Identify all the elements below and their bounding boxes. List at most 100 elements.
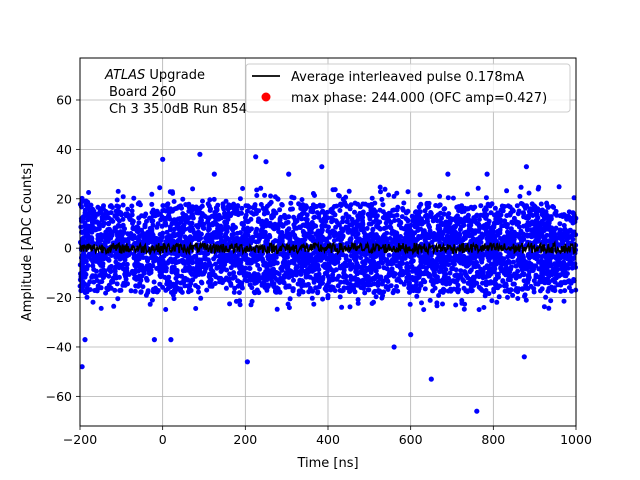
scatter-point [287,268,293,274]
scatter-point [175,285,181,291]
scatter-point [485,201,491,207]
scatter-point [385,279,391,284]
scatter-point [421,233,427,239]
scatter-point [243,212,249,218]
scatter-point [163,268,169,274]
scatter-point [369,301,375,306]
scatter-point [562,273,568,279]
scatter-point [324,239,330,245]
scatter-point [465,191,470,197]
scatter-point [114,197,120,203]
scatter-point [503,288,509,294]
scatter-point [197,260,203,266]
scatter-point [422,279,428,285]
scatter-point [418,201,424,207]
scatter-point [238,259,244,265]
scatter-point [481,305,487,310]
scatter-outlier [160,156,166,162]
scatter-point [385,214,391,220]
scatter-point [463,263,469,269]
scatter-point [413,222,419,228]
scatter-point [91,279,97,285]
scatter-point [235,203,241,209]
scatter-point [246,265,252,271]
scatter-point [313,272,319,278]
scatter-outlier [474,408,480,414]
scatter-point [193,283,198,288]
scatter-point [150,222,156,228]
scatter-point [557,221,563,227]
scatter-point [541,260,547,266]
scatter-point [126,236,132,241]
scatter-point [338,201,343,207]
scatter-point [544,203,550,209]
scatter-point [534,234,539,240]
scatter-point [392,271,398,277]
scatter-point [190,215,196,221]
scatter-point [387,236,393,241]
scatter-point [269,279,275,285]
scatter-point [271,270,277,276]
scatter-point [168,236,174,242]
scatter-point [441,236,446,242]
scatter-point [288,206,293,212]
scatter-point [96,252,102,258]
scatter-point [544,232,550,238]
scatter-point [570,229,576,235]
scatter-point [128,231,134,236]
scatter-point [290,229,296,235]
scatter-point [128,288,134,294]
y-axis-label: Amplitude [ADC Counts] [20,163,35,321]
scatter-point [345,214,351,220]
scatter-point [468,254,474,260]
scatter-point [480,280,485,286]
scatter-point [511,281,517,287]
scatter-point [445,288,451,294]
scatter-point [375,274,381,280]
scatter-point [375,260,381,266]
scatter-point [308,263,314,269]
scatter-point [130,235,136,240]
scatter-point [133,283,139,289]
scatter-point [207,208,213,213]
scatter-point [439,215,444,221]
scatter-point [553,267,559,273]
scatter-outlier [168,337,174,343]
scatter-point [571,256,577,262]
scatter-point [118,287,124,293]
scatter-point [296,288,302,294]
scatter-point [267,223,273,229]
scatter-point [516,262,522,268]
scatter-point [246,237,252,243]
scatter-point [426,222,432,228]
scatter-point [337,294,343,300]
scatter-point [450,278,456,284]
scatter-point [347,304,353,310]
scatter-point [365,257,371,263]
scatter-point [422,237,428,243]
scatter-point [524,223,530,228]
scatter-point [445,195,451,201]
scatter-point [473,228,478,234]
scatter-point [123,281,129,287]
scatter-point [461,230,467,236]
scatter-point [413,282,419,288]
scatter-point [398,279,404,285]
scatter-point [113,259,119,265]
scatter-point [482,210,488,216]
scatter-point [79,230,85,235]
scatter-point [463,257,469,263]
scatter-point [218,231,224,237]
scatter-point [130,218,136,224]
scatter-point [92,288,98,293]
scatter-point [558,288,564,294]
scatter-point [249,298,255,304]
scatter-point [252,271,258,277]
scatter-point [207,276,213,282]
scatter-point [293,268,299,274]
scatter-point [286,214,292,220]
scatter-point [315,257,321,263]
scatter-point [308,236,314,242]
scatter-point [420,270,426,276]
scatter-point [161,253,167,259]
